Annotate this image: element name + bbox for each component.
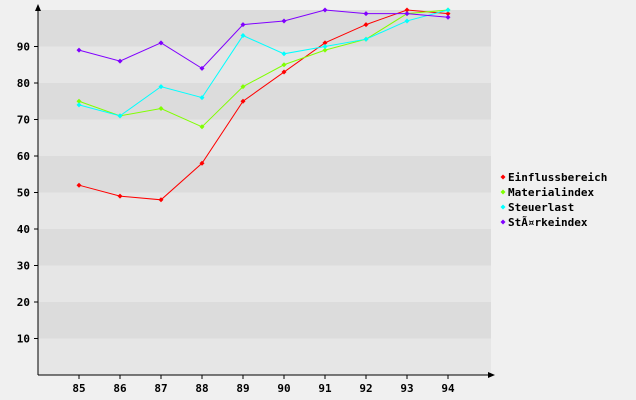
series-line <box>78 9 449 128</box>
legend-label: StÃ¤rkeindex <box>508 216 588 229</box>
x-axis-ticks: 85 86 87 88 89 90 91 92 93 94 <box>72 375 455 395</box>
x-tick-label: 92 <box>359 382 372 395</box>
y-axis-ticks: 10 20 30 40 50 60 70 80 90 <box>17 41 38 346</box>
data-point <box>445 7 451 13</box>
x-tick-label: 94 <box>441 382 455 395</box>
axes <box>35 4 495 378</box>
legend-label: Materialindex <box>508 186 594 199</box>
data-point <box>363 36 369 42</box>
data-point <box>117 58 123 64</box>
legend-item: Steuerlast <box>500 201 574 214</box>
grid-band <box>38 119 491 156</box>
x-tick-label: 90 <box>277 382 290 395</box>
plot-background <box>38 10 491 375</box>
data-point <box>322 47 328 53</box>
data-point <box>240 84 246 90</box>
data-point <box>281 51 287 57</box>
y-tick-label: 30 <box>17 260 30 273</box>
data-point <box>363 11 369 17</box>
data-point <box>322 7 328 13</box>
data-point <box>445 11 451 17</box>
y-tick-label: 40 <box>17 223 30 236</box>
x-tick-label: 86 <box>113 382 127 395</box>
legend-item: StÃ¤rkeindex <box>500 216 588 229</box>
data-point <box>199 65 205 71</box>
data-point <box>445 14 451 20</box>
y-tick-label: 20 <box>17 296 30 309</box>
grid-band <box>38 10 491 47</box>
series-line <box>78 9 449 117</box>
legend-item: Einflussbereich <box>500 171 607 184</box>
data-point <box>117 193 123 199</box>
data-point <box>199 124 205 130</box>
y-tick-label: 50 <box>17 187 30 200</box>
legend-item: Materialindex <box>500 186 594 199</box>
series-3 <box>76 7 451 71</box>
legend-marker <box>500 189 506 195</box>
data-point <box>76 182 82 188</box>
y-tick-label: 70 <box>17 114 30 127</box>
x-tick-label: 93 <box>400 382 413 395</box>
grid-band <box>38 46 491 83</box>
data-point <box>158 197 164 203</box>
series-2 <box>76 7 451 119</box>
legend-marker <box>500 174 506 180</box>
grid-band <box>38 265 491 302</box>
grid-band <box>38 229 491 266</box>
data-point <box>199 95 205 101</box>
data-point <box>363 22 369 28</box>
data-point <box>281 62 287 68</box>
data-point <box>322 44 328 49</box>
legend-label: Steuerlast <box>508 201 574 214</box>
data-point <box>281 18 287 24</box>
data-point <box>158 84 164 90</box>
y-tick-label: 90 <box>17 41 30 54</box>
legend: Einflussbereich Materialindex Steuerlast St… <box>500 171 607 229</box>
grid-band <box>38 83 491 120</box>
grid-band <box>38 302 491 339</box>
data-point <box>404 7 410 13</box>
series-line <box>78 9 449 201</box>
series-layer <box>76 7 451 203</box>
series-line <box>78 9 449 70</box>
data-point <box>240 98 246 104</box>
data-point <box>76 102 82 108</box>
data-point <box>240 22 246 28</box>
data-point <box>322 40 328 46</box>
data-point <box>158 106 164 112</box>
grid-band <box>38 338 491 375</box>
data-point <box>404 18 410 24</box>
data-point <box>199 160 205 166</box>
data-point <box>117 113 123 119</box>
series-0 <box>76 7 451 203</box>
data-point <box>281 69 287 75</box>
grid-band <box>38 192 491 229</box>
x-tick-label: 89 <box>236 382 249 395</box>
y-tick-label: 10 <box>17 333 30 346</box>
data-point <box>404 11 410 17</box>
x-axis-arrow <box>488 372 495 378</box>
legend-marker <box>500 204 506 210</box>
grid-band <box>38 156 491 193</box>
y-tick-label: 80 <box>17 77 30 90</box>
y-axis-arrow <box>35 4 41 11</box>
data-point <box>76 47 82 53</box>
x-tick-label: 91 <box>318 382 332 395</box>
y-tick-label: 60 <box>17 150 30 163</box>
data-point <box>76 98 82 104</box>
data-point <box>240 33 246 39</box>
legend-marker <box>500 219 506 225</box>
x-tick-label: 85 <box>72 382 85 395</box>
data-point <box>158 40 164 46</box>
legend-label: Einflussbereich <box>508 171 607 184</box>
x-tick-label: 88 <box>195 382 208 395</box>
x-tick-label: 87 <box>154 382 167 395</box>
